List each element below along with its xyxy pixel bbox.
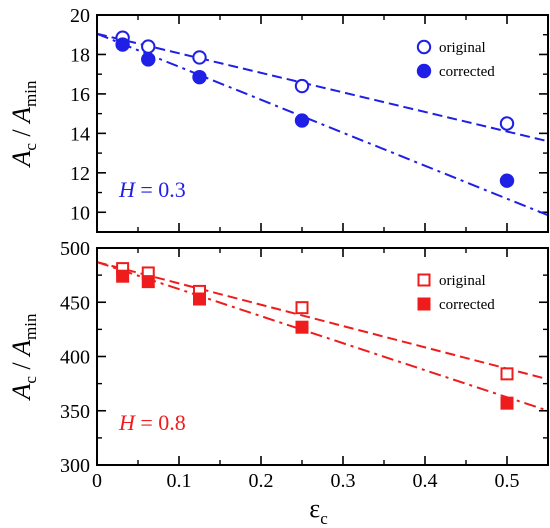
- y-tick-label: 20: [70, 5, 90, 27]
- corrected-point: [141, 52, 156, 67]
- x-tick-label: 0.2: [249, 470, 274, 492]
- corrected-point: [116, 269, 130, 283]
- y-tick-label: 12: [70, 163, 90, 185]
- y-axis-label: Ac / Amin: [7, 313, 40, 402]
- original-point: [295, 301, 309, 315]
- panel-label: H = 0.3: [118, 177, 186, 202]
- corrected-point: [141, 275, 155, 289]
- legend-label-corrected: corrected: [439, 64, 495, 80]
- original-point: [294, 78, 310, 94]
- x-tick-label: 0.1: [167, 470, 192, 492]
- original-point: [192, 50, 207, 65]
- corrected-point: [115, 37, 130, 52]
- y-tick-label: 14: [70, 123, 90, 145]
- legend-marker-original: [416, 39, 432, 55]
- y-tick-label: 10: [70, 202, 90, 224]
- plot-frame: [96, 14, 549, 233]
- corrected-point: [500, 396, 514, 410]
- original-point: [500, 367, 514, 381]
- y-tick-label: 350: [60, 401, 90, 423]
- y-tick-label: 400: [60, 347, 90, 369]
- corrected-fit-line: [97, 261, 548, 412]
- legend-label-original: original: [439, 273, 486, 289]
- legend-marker-corrected: [416, 63, 432, 79]
- bottom-panel: 0 0.1 0.2 0.3 0.4 0.5 300 350 400 450 500 original c…: [7, 238, 549, 528]
- x-tick-label: 0.5: [495, 470, 520, 492]
- original-fit-line: [97, 32, 548, 143]
- corrected-point: [193, 292, 206, 306]
- original-point: [141, 39, 156, 54]
- x-axis-label: εc: [309, 494, 328, 528]
- plot-frame: [96, 247, 549, 466]
- legend-marker-corrected: [417, 297, 431, 311]
- original-point: [499, 116, 515, 131]
- y-tick-label: 18: [70, 44, 90, 66]
- y-tick-label: 500: [60, 238, 90, 260]
- panel-label: H = 0.8: [118, 410, 186, 435]
- y-axis-label: Ac / Amin: [7, 80, 40, 169]
- legend: original corrected: [416, 39, 495, 80]
- x-tick-label: 0: [92, 470, 102, 492]
- y-tick-label: 300: [60, 455, 90, 477]
- corrected-point: [295, 320, 309, 334]
- legend-label-original: original: [439, 40, 486, 56]
- legend-label-corrected: corrected: [439, 297, 495, 313]
- legend: original corrected: [417, 273, 495, 313]
- original-fit-line: [97, 261, 548, 381]
- y-tick-label: 450: [60, 292, 90, 314]
- legend-marker-original: [417, 273, 431, 287]
- x-tick-label: 0.3: [331, 470, 356, 492]
- corrected-point: [499, 173, 515, 188]
- y-tick-label: 16: [70, 84, 90, 106]
- corrected-point: [294, 113, 310, 128]
- x-tick-label: 0.4: [413, 470, 438, 492]
- corrected-point: [192, 69, 207, 85]
- corrected-fit-line: [97, 32, 548, 217]
- top-panel: 10 12 14 16 18 20 original corrected H = 0.3 Ac /…: [7, 5, 549, 233]
